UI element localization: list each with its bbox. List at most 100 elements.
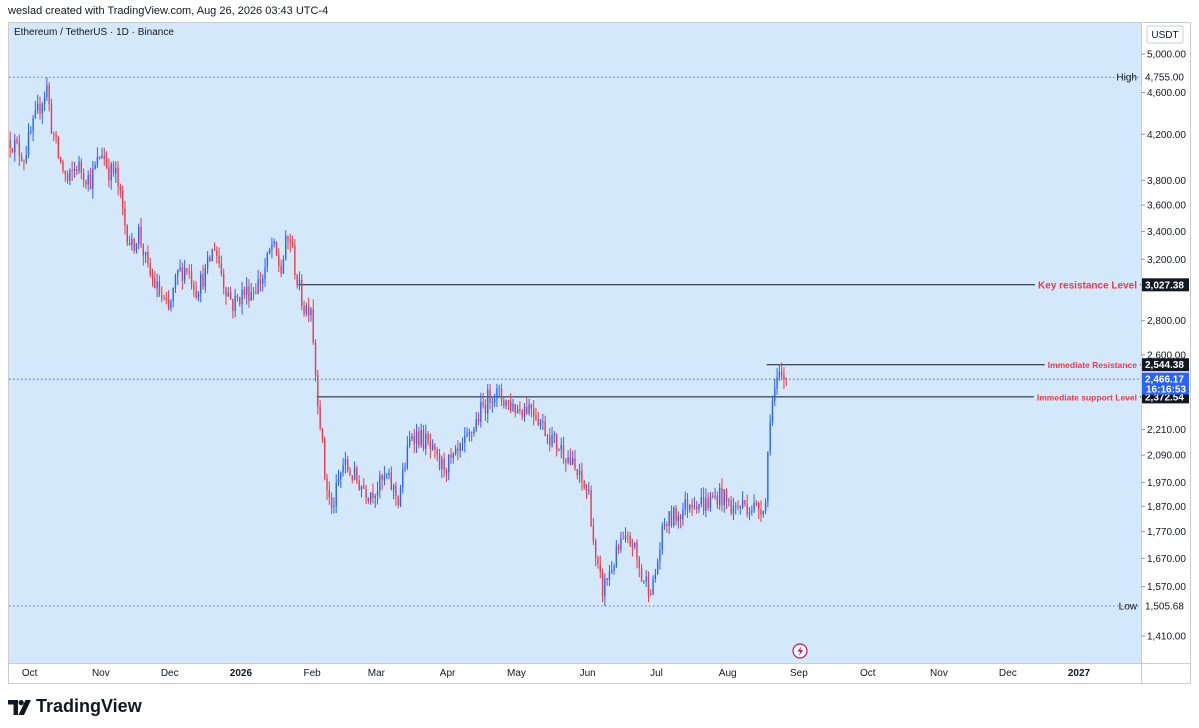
level-price-box	[1142, 358, 1189, 372]
candle-body	[23, 161, 25, 162]
footer: TradingView	[0, 688, 1199, 728]
candle	[395, 481, 397, 507]
candle	[170, 299, 172, 312]
x-tick-label: Dec	[999, 668, 1017, 679]
candle-body	[220, 263, 223, 274]
currency-button[interactable]	[1146, 25, 1184, 44]
time-axis[interactable]	[9, 664, 1141, 683]
candle-body	[666, 524, 668, 526]
candle	[55, 130, 57, 144]
candle	[255, 283, 257, 295]
candle-body	[622, 538, 624, 540]
candle-body	[59, 157, 62, 162]
candle	[303, 300, 305, 318]
candle-body	[227, 292, 229, 297]
candle	[696, 501, 698, 514]
candle	[744, 499, 746, 507]
candle-body	[39, 103, 41, 114]
candle-body	[66, 174, 69, 181]
y-tick-label: 5,000.00	[1147, 50, 1186, 61]
candle-body	[696, 506, 698, 510]
candle	[367, 497, 370, 505]
candle-body	[165, 298, 167, 300]
candle	[319, 399, 321, 431]
candle	[670, 505, 673, 528]
candle-body	[383, 475, 386, 481]
y-tick-label: 1,770.00	[1147, 527, 1186, 538]
candle-body	[30, 131, 32, 133]
candle	[349, 466, 351, 477]
candle-body	[369, 492, 372, 501]
candle	[223, 268, 225, 295]
candle-body	[617, 545, 620, 550]
candle	[76, 165, 78, 176]
candle	[62, 159, 64, 174]
candle-body	[399, 488, 402, 506]
candle	[535, 407, 537, 422]
x-tick-label: Apr	[440, 668, 456, 679]
candle	[732, 497, 735, 521]
candle	[82, 168, 85, 188]
candle-body	[535, 415, 537, 420]
candle-body	[335, 482, 337, 507]
level-name: Immediate Resistance	[1048, 360, 1138, 370]
candle	[101, 147, 103, 159]
candle-body	[264, 267, 266, 279]
currency-label: USDT	[1151, 30, 1178, 41]
candle-body	[677, 515, 680, 521]
candle	[503, 397, 505, 409]
candle	[700, 488, 702, 508]
candle	[188, 264, 190, 279]
chart-frame[interactable]: 5,000.00 4,600.00 4,200.00 3,800.00 3,600.00…	[8, 22, 1191, 684]
candle-body	[597, 557, 599, 565]
candle	[542, 413, 544, 430]
candle	[590, 485, 592, 527]
candle	[213, 242, 216, 251]
candle-body	[324, 438, 326, 478]
candle-body	[477, 418, 480, 423]
price-chart[interactable]: 5,000.00 4,600.00 4,200.00 3,800.00 3,600.00…	[9, 23, 1190, 683]
lightning-icon[interactable]	[792, 643, 808, 659]
candle-body	[771, 400, 774, 422]
candle	[190, 264, 193, 290]
candle-body	[390, 472, 392, 490]
candle-body	[27, 132, 30, 156]
candle-body	[546, 435, 549, 437]
candle	[34, 100, 37, 119]
candle-body	[190, 271, 193, 285]
candle-body	[151, 274, 154, 279]
candle	[158, 275, 161, 297]
candle	[376, 481, 379, 505]
candle	[133, 237, 135, 255]
candle-body	[606, 578, 608, 580]
candle-body	[767, 451, 769, 503]
candle-body	[46, 85, 48, 97]
candle	[64, 170, 66, 182]
candle-body	[684, 499, 686, 510]
candle-body	[675, 507, 677, 521]
chart-header: weslad created with TradingView.com, Aug…	[0, 0, 1199, 22]
candle-body	[769, 421, 771, 452]
candle	[445, 467, 448, 482]
candle	[57, 136, 60, 159]
candle	[43, 91, 46, 112]
candle	[195, 281, 197, 300]
price-axis[interactable]	[1142, 23, 1190, 663]
candle-body	[549, 435, 551, 446]
plot-area[interactable]	[9, 23, 1141, 663]
candle-body	[645, 576, 647, 581]
candle-body	[64, 170, 66, 175]
candle	[358, 475, 360, 491]
candle	[606, 578, 608, 586]
candle-body	[461, 442, 464, 444]
candle	[443, 452, 445, 478]
candle-body	[732, 506, 735, 514]
candle	[39, 96, 41, 120]
candle	[673, 506, 675, 528]
candle-body	[634, 542, 636, 547]
candle	[328, 481, 331, 505]
candle	[454, 445, 457, 456]
candle	[507, 399, 510, 411]
candle	[227, 287, 229, 298]
candle	[268, 247, 271, 255]
